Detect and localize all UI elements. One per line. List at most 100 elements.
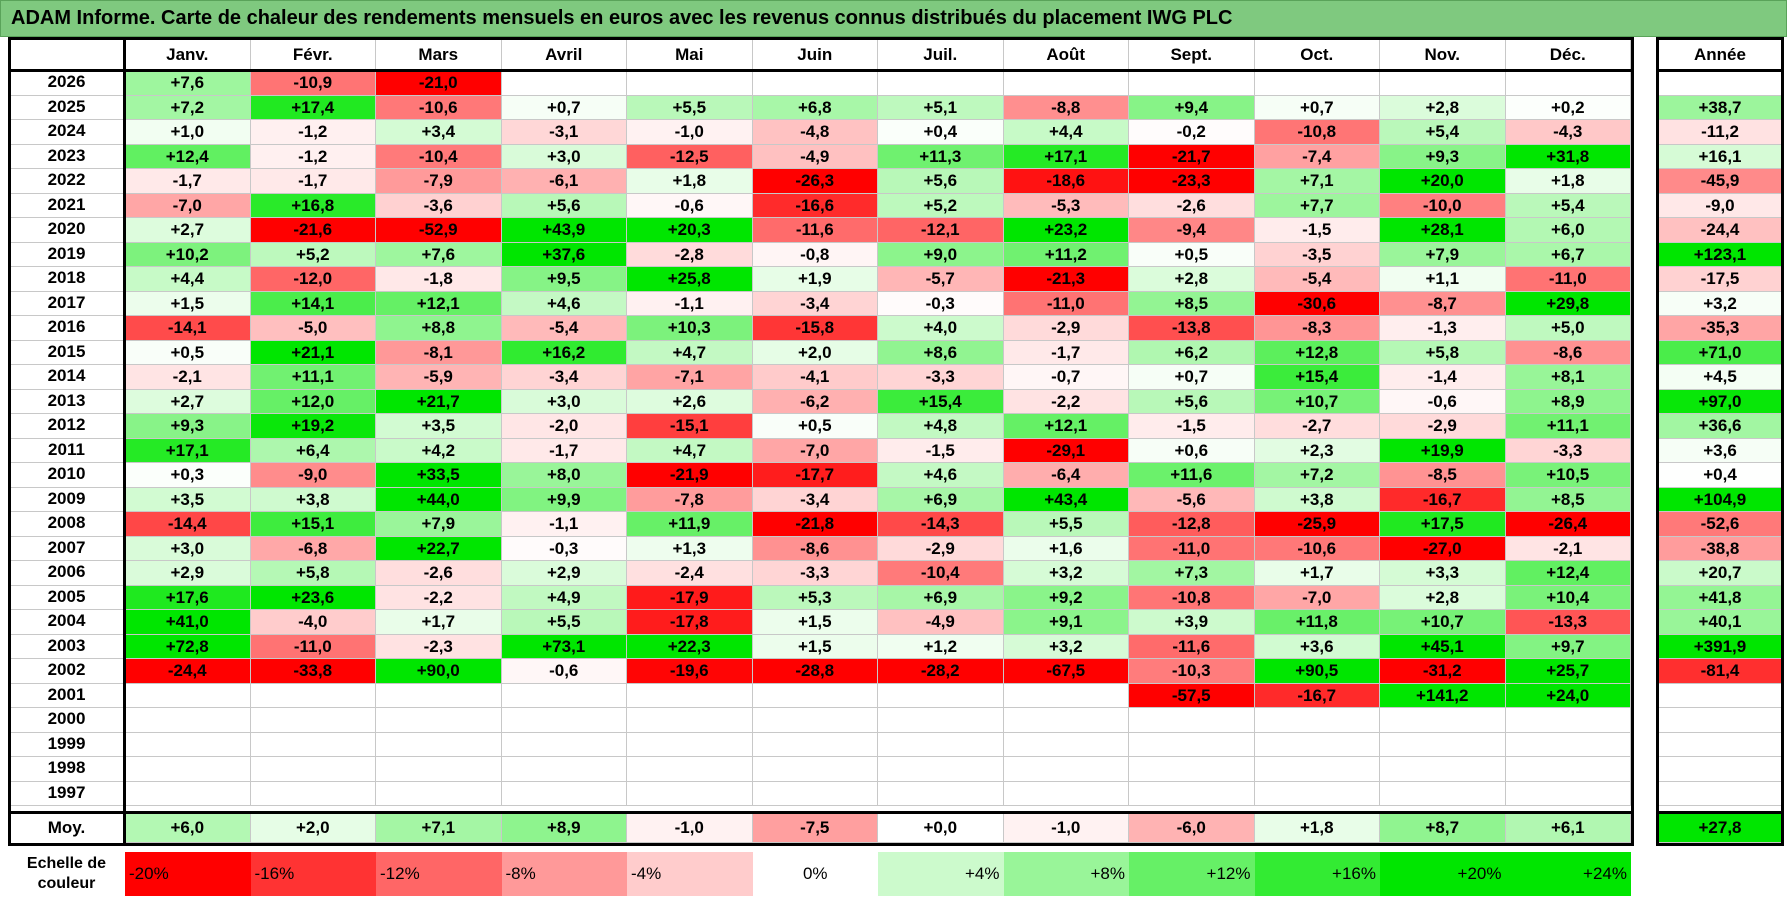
year-label: 2005 — [8, 586, 125, 610]
heatmap-cell: -31,2 — [1380, 659, 1506, 684]
heatmap-cell — [501, 757, 627, 782]
heatmap-cell: -23,3 — [1129, 169, 1255, 194]
heatmap-cell: +9,1 — [1003, 610, 1129, 635]
heatmap-cell: -21,9 — [627, 463, 753, 488]
heatmap-cell: +1,5 — [752, 610, 878, 635]
heatmap-cell: +5,6 — [878, 169, 1004, 194]
heatmap-cell: -4,9 — [878, 610, 1004, 635]
heatmap-cell: +6,0 — [1505, 218, 1631, 243]
heatmap-cell: +5,6 — [501, 193, 627, 218]
annual-cell: +40,1 — [1659, 610, 1781, 635]
month-header: Nov. — [1380, 40, 1506, 70]
heatmap-cell: -1,3 — [1380, 316, 1506, 341]
heatmap-cell: -3,3 — [752, 561, 878, 586]
heatmap-cell: -0,8 — [752, 242, 878, 267]
heatmap-cell: -26,3 — [752, 169, 878, 194]
heatmap-cell: +7,2 — [125, 95, 251, 120]
annual-cell: -52,6 — [1659, 512, 1781, 537]
year-label: 2022 — [8, 169, 125, 194]
color-scale-label-line1: Echelle de — [26, 855, 107, 872]
heatmap-cell: +9,9 — [501, 487, 627, 512]
heatmap-cell — [1505, 757, 1631, 782]
heatmap-cell — [1254, 708, 1380, 733]
heatmap-cell: +9,3 — [125, 414, 251, 439]
year-label: 1999 — [8, 733, 125, 757]
heatmap-cell: +10,7 — [1380, 610, 1506, 635]
heatmap-cell: +11,2 — [1003, 242, 1129, 267]
heatmap-cell: +9,5 — [501, 267, 627, 292]
heatmap-cell: -4,8 — [752, 120, 878, 145]
annual-cell: +0,4 — [1659, 463, 1781, 488]
heatmap-cell — [125, 732, 251, 757]
heatmap-cell — [752, 732, 878, 757]
heatmap-cell: +141,2 — [1380, 683, 1506, 708]
heatmap-cell: -1,7 — [125, 169, 251, 194]
heatmap-cell: -7,0 — [1254, 585, 1380, 610]
heatmap-cell: -1,1 — [627, 291, 753, 316]
heatmap-cell — [501, 781, 627, 806]
heatmap-cell: -6,2 — [752, 389, 878, 414]
annual-cell — [1659, 683, 1781, 708]
heatmap-cell: -17,7 — [752, 463, 878, 488]
heatmap-cell: -11,0 — [1505, 267, 1631, 292]
annual-cell: +104,9 — [1659, 487, 1781, 512]
color-scale-step: +4% — [878, 852, 1004, 896]
heatmap-cell — [627, 732, 753, 757]
heatmap-cell — [627, 708, 753, 733]
heatmap-cell: -1,0 — [627, 120, 753, 145]
year-label: 2026 — [8, 71, 125, 96]
heatmap-cell: +20,3 — [627, 218, 753, 243]
heatmap-cell: +0,7 — [1129, 365, 1255, 390]
heatmap-cell — [878, 71, 1004, 96]
heatmap-cell — [1129, 71, 1255, 96]
heatmap-cell: -2,2 — [376, 585, 502, 610]
heatmap-cell: -2,3 — [376, 634, 502, 659]
heatmap-cell: +17,6 — [125, 585, 251, 610]
heatmap-cell — [1129, 732, 1255, 757]
heatmap-cell: +0,7 — [501, 95, 627, 120]
heatmap-cell: +11,6 — [1129, 463, 1255, 488]
year-label: 2025 — [8, 96, 125, 120]
color-scale-step: 0% — [752, 852, 878, 896]
heatmap-cell: +5,5 — [627, 95, 753, 120]
annual-cell: +3,6 — [1659, 438, 1781, 463]
heatmap-cell: +14,1 — [250, 291, 376, 316]
month-header: Déc. — [1506, 40, 1631, 70]
heatmap-cell: +44,0 — [376, 487, 502, 512]
heatmap-cell: +25,7 — [1505, 659, 1631, 684]
heatmap-cell: -29,1 — [1003, 438, 1129, 463]
heatmap-cell — [125, 781, 251, 806]
annual-cell — [1659, 71, 1781, 96]
heatmap-cell — [1505, 71, 1631, 96]
heatmap-cell: -1,5 — [878, 438, 1004, 463]
heatmap-cell: +1,1 — [1380, 267, 1506, 292]
annual-cell: +97,0 — [1659, 389, 1781, 414]
heatmap-cell: +17,1 — [1003, 144, 1129, 169]
heatmap-cell: -21,6 — [250, 218, 376, 243]
heatmap-cell: +2,7 — [125, 389, 251, 414]
year-label: 2010 — [8, 463, 125, 488]
annual-cell: +20,7 — [1659, 561, 1781, 586]
heatmap-cell: +72,8 — [125, 634, 251, 659]
heatmap-cell: -6,8 — [250, 536, 376, 561]
heatmap-cell: -8,6 — [1505, 340, 1631, 365]
heatmap-cell — [878, 781, 1004, 806]
heatmap-cell — [250, 683, 376, 708]
chart-title: ADAM Informe. Carte de chaleur des rende… — [11, 7, 1233, 29]
heatmap-cell: -10,3 — [1129, 659, 1255, 684]
heatmap-cell: -13,3 — [1505, 610, 1631, 635]
heatmap-cell: +7,2 — [1254, 463, 1380, 488]
heatmap-cell: +5,3 — [752, 585, 878, 610]
heatmap-cell — [1380, 781, 1506, 806]
heatmap-cell: +6,8 — [752, 95, 878, 120]
average-cell: +8,7 — [1380, 813, 1506, 843]
month-header: Mars — [376, 40, 502, 70]
heatmap-cell: +43,4 — [1003, 487, 1129, 512]
heatmap-cell: +8,5 — [1505, 487, 1631, 512]
heatmap-cell: +22,7 — [376, 536, 502, 561]
heatmap-cell: -4,3 — [1505, 120, 1631, 145]
heatmap-cell: +6,9 — [878, 585, 1004, 610]
heatmap-cell: -10,8 — [1129, 585, 1255, 610]
heatmap-cell: -3,5 — [1254, 242, 1380, 267]
heatmap-cell — [501, 683, 627, 708]
